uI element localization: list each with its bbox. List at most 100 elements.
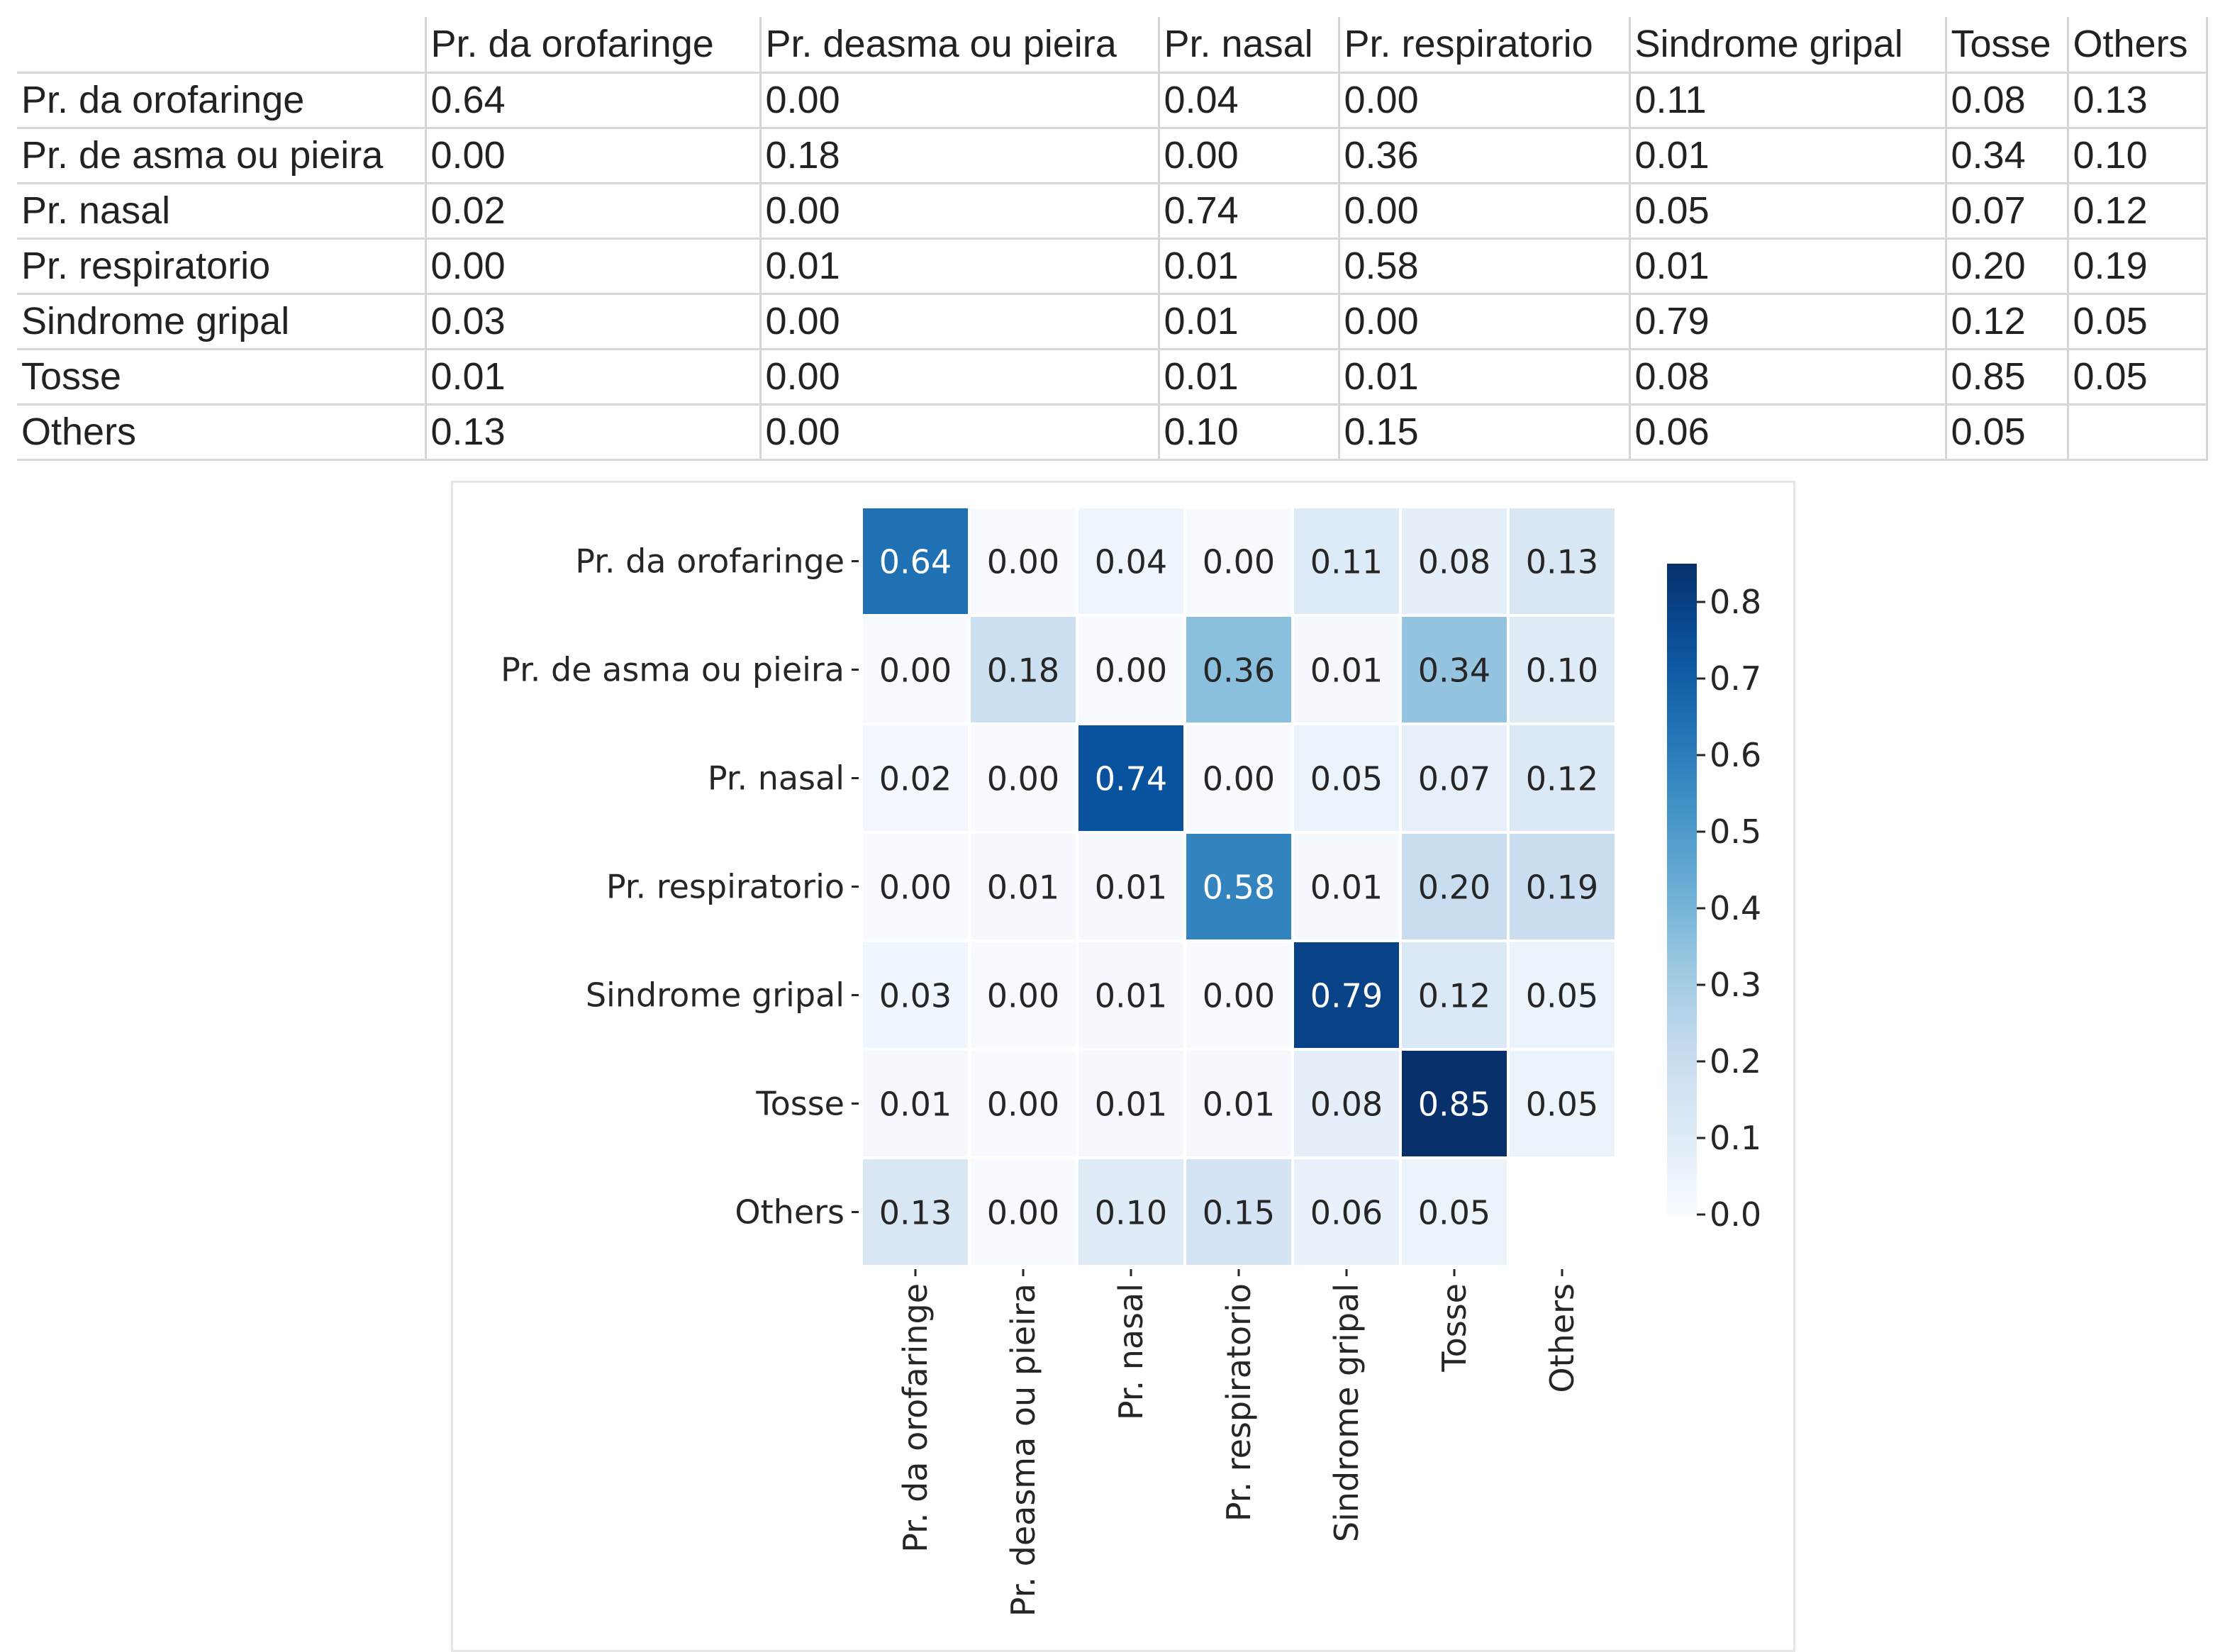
cell-value-label: 0.00 [987, 977, 1059, 1015]
data-table: Pr. da orofaringe Pr. deasma ou pieira Pr.… [17, 17, 2208, 461]
cell-value-label: 0.11 [1310, 543, 1383, 581]
column-header: Pr. deasma ou pieira [760, 17, 1160, 74]
cell-value-label: 0.05 [1526, 977, 1598, 1015]
row-header: Pr. da orofaringe [17, 72, 427, 129]
table-cell: 0.18 [760, 128, 1160, 184]
heatmap-cell [1399, 1156, 1510, 1268]
table-cell: 0.05 [1629, 183, 1947, 240]
y-tick-label: Pr. respiratorio [606, 868, 844, 906]
table-cell: 0.00 [1339, 72, 1631, 129]
table-cell: 0.12 [2068, 183, 2208, 240]
colorbar-tick-label: 0.5 [1710, 813, 1761, 851]
column-header: Pr. respiratorio [1339, 17, 1631, 74]
cell-value-label: 0.00 [987, 1085, 1059, 1124]
heatmap-cell [1399, 722, 1510, 834]
heatmap-cell [968, 1048, 1078, 1159]
table-cell: 0.10 [2068, 128, 2208, 184]
table-row: Pr. de asma ou pieira 0.00 0.18 0.00 0.36 0.0… [17, 128, 2208, 184]
table-cell: 0.12 [1946, 294, 2069, 350]
heatmap-cell [1399, 831, 1510, 942]
column-header: Pr. nasal [1159, 17, 1340, 74]
heatmap-figure: 0.64 0.00 0.04 0.00 0.11 0.08 0.13 0.00 0.18 0.00… [451, 481, 1795, 1652]
heatmap-cell [1076, 614, 1186, 725]
table-cell: 0.01 [760, 238, 1160, 295]
heatmap-cell [968, 506, 1078, 617]
heatmap-cell [1291, 722, 1402, 834]
table-cell: 0.00 [1159, 128, 1340, 184]
heatmap-cell [1291, 614, 1402, 725]
cell-value-label: 0.58 [1203, 869, 1275, 907]
cell-value-label: 0.00 [987, 760, 1059, 798]
y-tick-label: Others [735, 1193, 844, 1232]
table-cell: 0.01 [1629, 238, 1947, 295]
row-header: Sindrome gripal [17, 294, 427, 350]
table-row: Pr. respiratorio 0.00 0.01 0.01 0.58 0.01 0.20… [17, 238, 2208, 295]
column-header: Pr. da orofaringe [425, 17, 762, 74]
cell-value-label: 0.08 [1310, 1085, 1383, 1124]
colorbar-tick-label: 0.0 [1710, 1195, 1761, 1234]
cell-value-label: 0.01 [1095, 869, 1167, 907]
table-cell: 0.64 [425, 72, 762, 129]
cell-value-label: 0.34 [1418, 652, 1490, 690]
cell-value-label: 0.01 [1095, 977, 1167, 1015]
table-cell: 0.01 [1159, 294, 1340, 350]
cell-value-label: 0.01 [1310, 652, 1383, 690]
table-cell: 0.02 [425, 183, 762, 240]
cell-value-label: 0.13 [1526, 543, 1598, 581]
table-cell: 0.11 [1629, 72, 1947, 129]
y-tick-label: Pr. de asma ou pieira [501, 651, 844, 689]
heatmap-cell [1183, 1156, 1294, 1268]
colorbar-tick-label: 0.2 [1710, 1042, 1761, 1081]
table-cell: 0.20 [1946, 238, 2069, 295]
table-row: Tosse 0.01 0.00 0.01 0.01 0.08 0.85 0.05 [17, 349, 2208, 406]
table-cell: 0.74 [1159, 183, 1340, 240]
x-tick-label: Pr. da orofaringe [896, 1283, 935, 1553]
cell-value-label: 0.00 [987, 543, 1059, 581]
table-cell: 0.36 [1339, 128, 1631, 184]
table-corner-cell [17, 17, 427, 74]
colorbar-tick-label: 0.7 [1710, 659, 1761, 698]
table-cell: 0.01 [1159, 238, 1340, 295]
colorbar-tick-label: 0.4 [1710, 889, 1761, 927]
y-tick-label: Pr. nasal [708, 759, 844, 798]
cell-value-label: 0.00 [1203, 543, 1275, 581]
heatmap-chart: 0.64 0.00 0.04 0.00 0.11 0.08 0.130.00 0.18 0.00… [501, 506, 1761, 1617]
cell-value-label: 0.00 [987, 1194, 1059, 1232]
table-cell: 0.05 [1946, 404, 2069, 461]
table-cell: 0.01 [1339, 349, 1631, 406]
colorbar-tick-label: 0.6 [1710, 736, 1761, 774]
table-row: Pr. da orofaringe 0.64 0.00 0.04 0.00 0.11 0.0… [17, 72, 2208, 129]
heatmap-cell [1507, 722, 1617, 834]
table-cell: 0.08 [1629, 349, 1947, 406]
cell-value-label: 0.12 [1418, 977, 1490, 1015]
table-cell: 0.15 [1339, 404, 1631, 461]
heatmap-cell [860, 506, 971, 617]
heatmap-cell [1399, 506, 1510, 617]
cell-value-label: 0.07 [1418, 760, 1490, 798]
table-cell: 0.06 [1629, 404, 1947, 461]
cell-value-label: 0.00 [1203, 977, 1275, 1015]
heatmap-cell [860, 831, 971, 942]
table-cell: 0.00 [760, 72, 1160, 129]
table-cell: 0.01 [425, 349, 762, 406]
table-cell: 0.05 [2068, 294, 2208, 350]
cell-value-label: 0.03 [879, 977, 952, 1015]
table-header-row: Pr. da orofaringe Pr. deasma ou pieira Pr.… [17, 17, 2208, 74]
x-tick-label: Tosse [1435, 1283, 1473, 1373]
table-cell: 0.00 [1339, 183, 1631, 240]
cell-value-label: 0.10 [1526, 652, 1598, 690]
table-cell [2068, 404, 2208, 461]
heatmap-cell [1183, 722, 1294, 834]
x-tick-label: Pr. deasma ou pieira [1004, 1283, 1042, 1617]
heatmap-cell [968, 831, 1078, 942]
row-header: Pr. respiratorio [17, 238, 427, 295]
x-tick-label: Sindrome gripal [1327, 1283, 1366, 1542]
cell-value-label: 0.13 [879, 1194, 952, 1232]
cell-value-label: 0.74 [1095, 760, 1167, 798]
column-header: Others [2068, 17, 2208, 74]
cell-value-label: 0.01 [1310, 869, 1383, 907]
heatmap-cell [1076, 1156, 1186, 1268]
row-header: Others [17, 404, 427, 461]
column-header: Tosse [1946, 17, 2069, 74]
x-tick-label: Pr. respiratorio [1220, 1283, 1258, 1522]
